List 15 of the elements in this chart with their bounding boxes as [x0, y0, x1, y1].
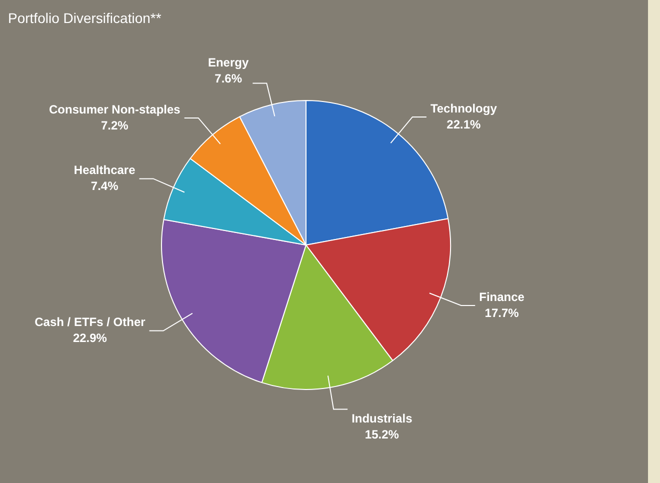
- data-label: 7.6%: [214, 72, 242, 86]
- data-label: 22.1%: [446, 117, 482, 132]
- slice-label: Industrials: [352, 412, 413, 426]
- data-label: 7.4%: [90, 179, 119, 194]
- slice-label: Consumer Non-staples: [48, 102, 181, 116]
- slice-label: Cash / ETFs / Other: [34, 315, 146, 330]
- data-label: 7.2%: [100, 118, 129, 132]
- data-label: 17.7%: [484, 306, 520, 320]
- chart-title: Portfolio Diversification**: [8, 10, 162, 26]
- data-label: 22.9%: [72, 331, 108, 346]
- slice-label: Healthcare: [74, 163, 136, 178]
- slice-label: Technology: [430, 101, 498, 116]
- slice-label: Finance: [479, 290, 525, 304]
- data-label: 15.2%: [364, 428, 400, 442]
- slice-label: Energy: [208, 56, 249, 70]
